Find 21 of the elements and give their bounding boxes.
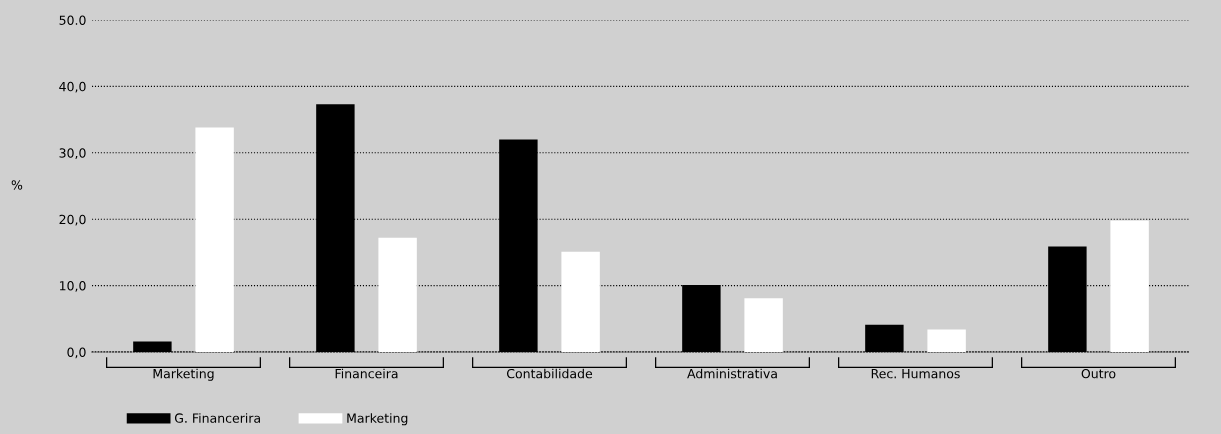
- bar: [1110, 220, 1149, 352]
- y-tick-label: 30,0: [59, 148, 86, 159]
- x-tick-label: Rec. Humanos: [871, 369, 960, 379]
- x-tick-label: Marketing: [153, 368, 214, 381]
- y-tick-label: 10,0: [59, 281, 86, 292]
- y-tick-label: 20,0: [59, 214, 86, 226]
- x-tick-label: Contabilidade: [506, 368, 593, 379]
- bar: [744, 298, 783, 352]
- y-tick-label: 50.0: [59, 15, 86, 25]
- x-tick-label: Financeira: [335, 368, 398, 379]
- y-tick-label: 0,0: [67, 347, 86, 359]
- y-axis-title: %: [11, 180, 23, 190]
- bar: [927, 329, 966, 352]
- bar: [561, 251, 600, 352]
- bar: [378, 237, 417, 352]
- bar: [195, 127, 234, 352]
- legend-label: G. Financerira: [174, 413, 260, 423]
- legend-label: Marketing: [347, 413, 408, 426]
- x-tick-label: Outro: [1081, 368, 1116, 379]
- y-tick-label: 40,0: [59, 81, 86, 93]
- x-tick-label: Administrativa: [687, 368, 777, 379]
